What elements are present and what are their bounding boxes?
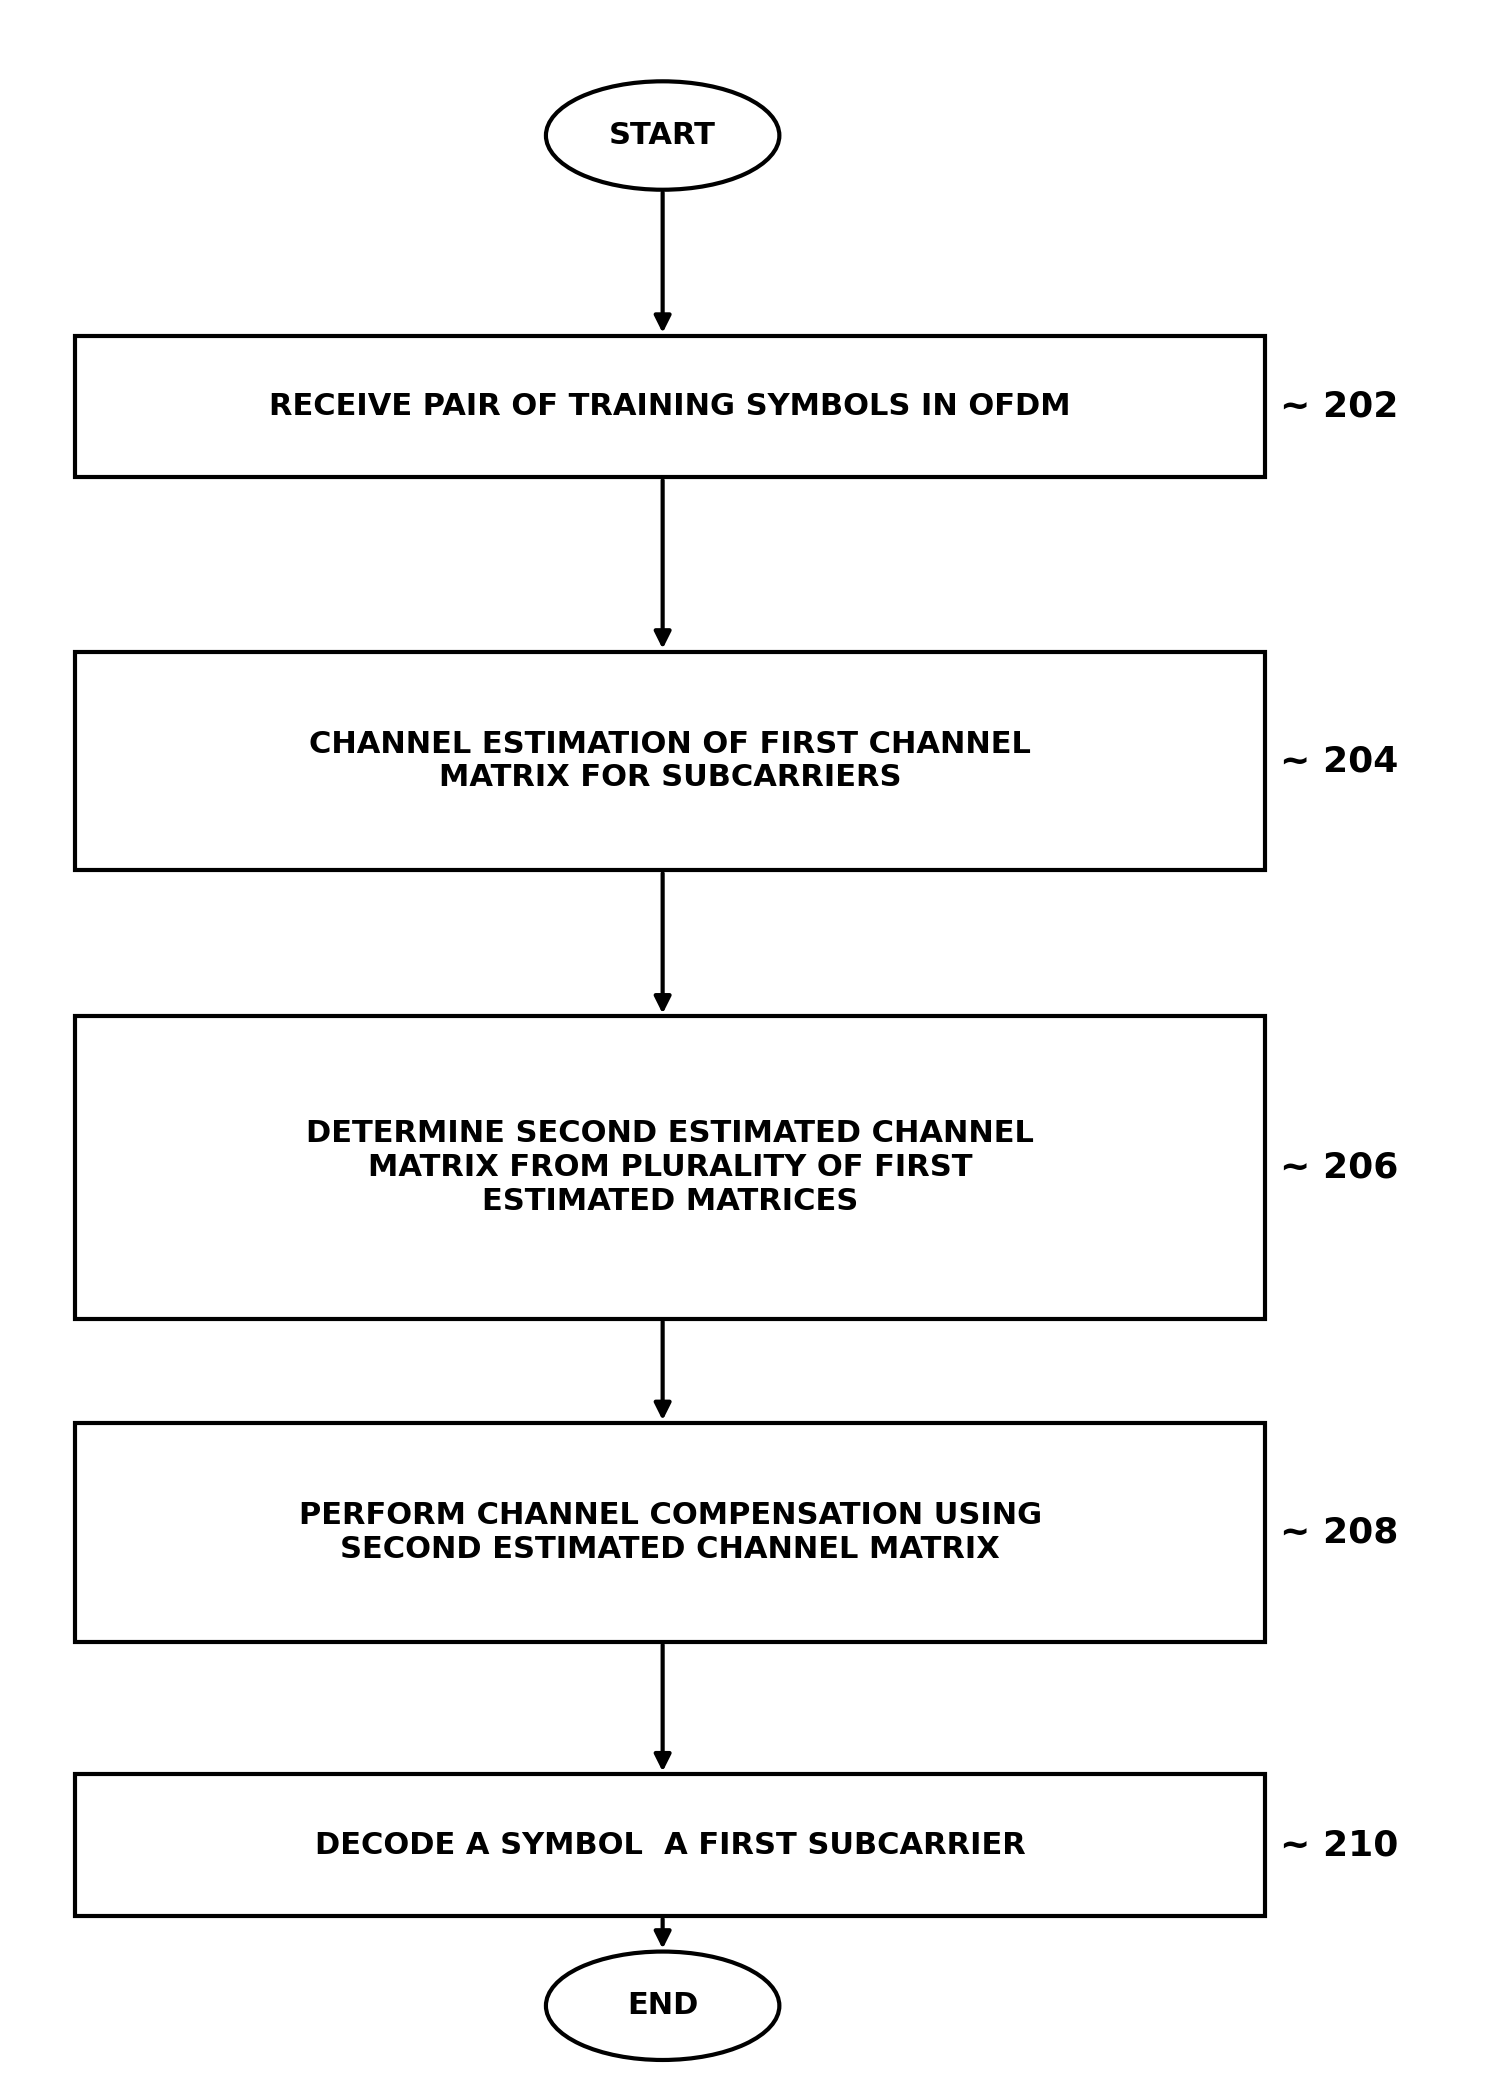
Text: ~ 206: ~ 206 bbox=[1280, 1151, 1399, 1184]
Bar bbox=[75, 1774, 1265, 1916]
Text: START: START bbox=[610, 121, 715, 150]
Text: ~ 204: ~ 204 bbox=[1280, 744, 1399, 778]
Text: ~ 202: ~ 202 bbox=[1280, 390, 1399, 423]
Text: PERFORM CHANNEL COMPENSATION USING
SECOND ESTIMATED CHANNEL MATRIX: PERFORM CHANNEL COMPENSATION USING SECON… bbox=[298, 1501, 1042, 1564]
Text: ~ 210: ~ 210 bbox=[1280, 1829, 1399, 1862]
Text: DECODE A SYMBOL  A FIRST SUBCARRIER: DECODE A SYMBOL A FIRST SUBCARRIER bbox=[315, 1831, 1026, 1860]
Bar bbox=[75, 336, 1265, 477]
Text: CHANNEL ESTIMATION OF FIRST CHANNEL
MATRIX FOR SUBCARRIERS: CHANNEL ESTIMATION OF FIRST CHANNEL MATR… bbox=[309, 730, 1032, 792]
Bar bbox=[75, 651, 1265, 872]
Text: DETERMINE SECOND ESTIMATED CHANNEL
MATRIX FROM PLURALITY OF FIRST
ESTIMATED MATR: DETERMINE SECOND ESTIMATED CHANNEL MATRI… bbox=[306, 1120, 1035, 1216]
Text: RECEIVE PAIR OF TRAINING SYMBOLS IN OFDM: RECEIVE PAIR OF TRAINING SYMBOLS IN OFDM bbox=[270, 392, 1071, 421]
Text: ~ 208: ~ 208 bbox=[1280, 1516, 1399, 1549]
Bar bbox=[75, 1015, 1265, 1320]
Text: END: END bbox=[626, 1991, 699, 2020]
Bar bbox=[75, 1422, 1265, 1643]
